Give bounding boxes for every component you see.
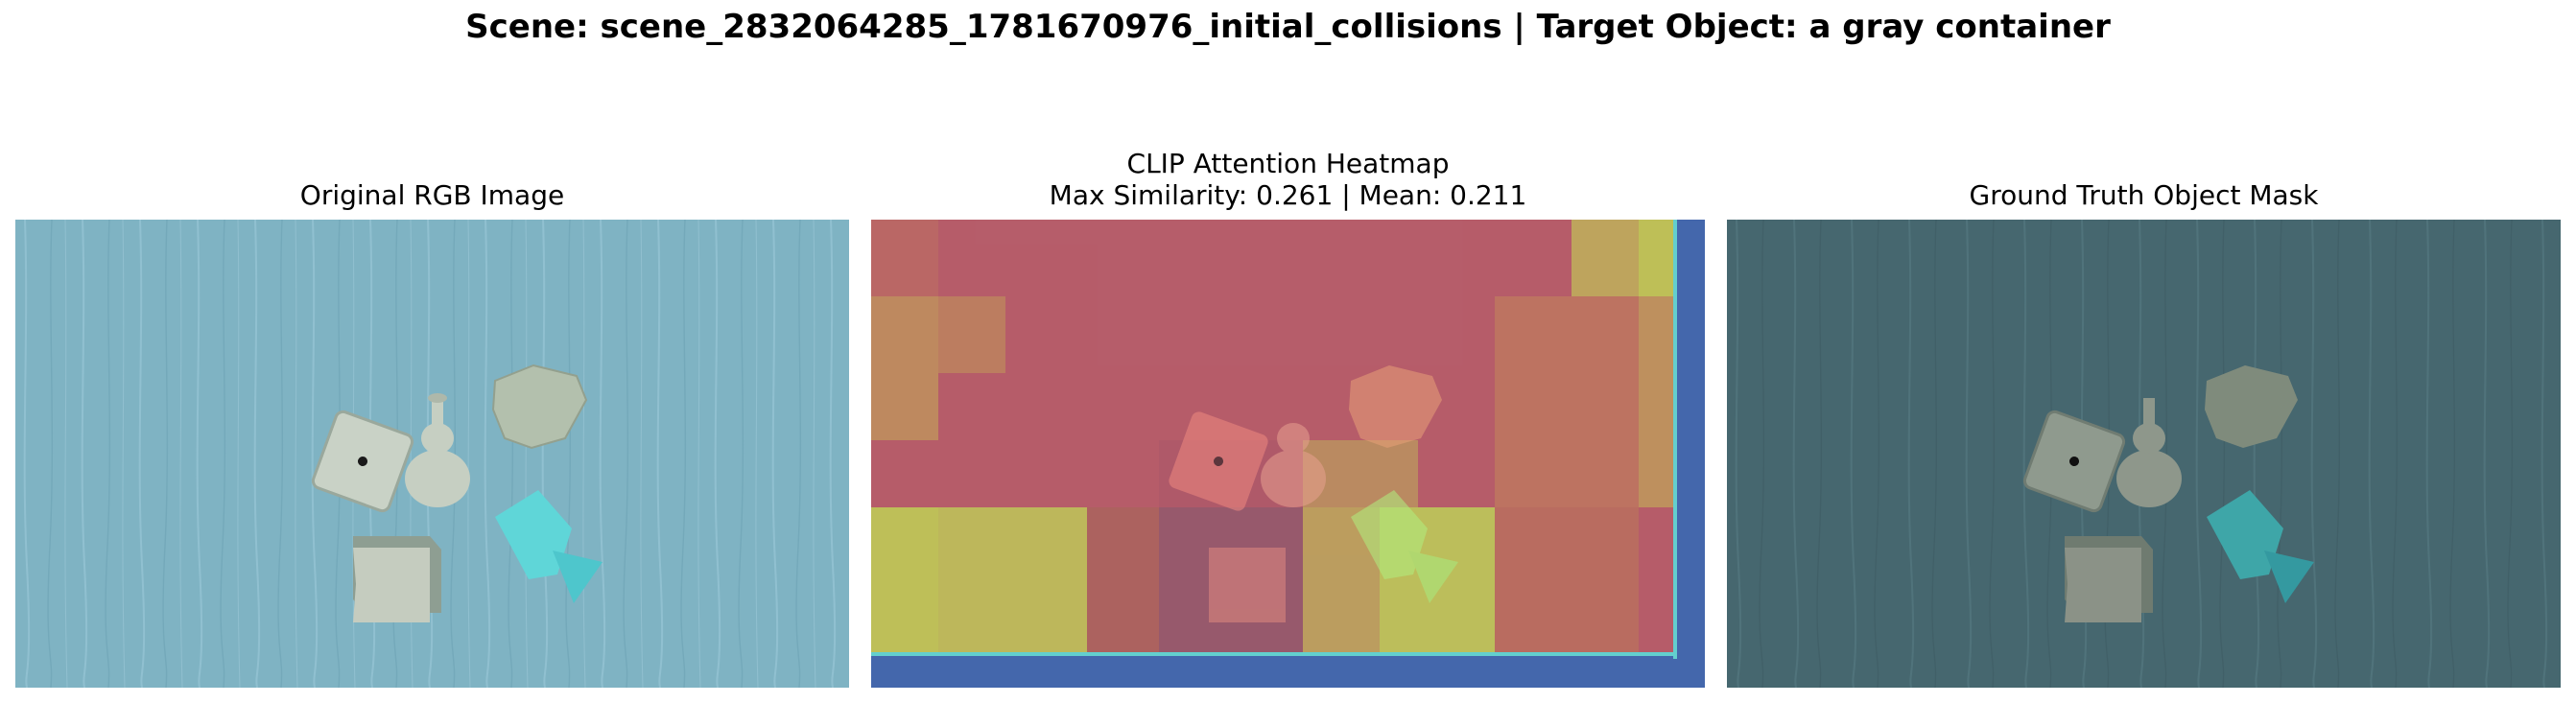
- panel-mask: [1727, 220, 2561, 688]
- gourd-vase: [405, 393, 470, 507]
- square-plate: [311, 410, 414, 513]
- figure-suptitle: Scene: scene_2832064285_1781670976_initi…: [465, 8, 2111, 46]
- heatmap-image: [871, 220, 1705, 688]
- panel-title-heatmap: CLIP Attention Heatmap Max Similarity: 0…: [1049, 148, 1527, 211]
- cyan-megaphone: [495, 490, 603, 603]
- scene-objects: [311, 363, 603, 622]
- scene-objects: [1169, 365, 1458, 622]
- mask-image: [1727, 220, 2561, 688]
- panel-rgb-image: [15, 220, 849, 688]
- panel-title-rgb: Original RGB Image: [299, 179, 565, 211]
- panel-title-mask: Ground Truth Object Mask: [1969, 179, 2319, 211]
- rock: [491, 363, 588, 450]
- scene-objects: [2022, 365, 2314, 622]
- gray-container-mask: [2065, 536, 2153, 622]
- gray-container: [353, 536, 441, 622]
- panel-heatmap: [871, 220, 1705, 688]
- rgb-image: [15, 220, 849, 688]
